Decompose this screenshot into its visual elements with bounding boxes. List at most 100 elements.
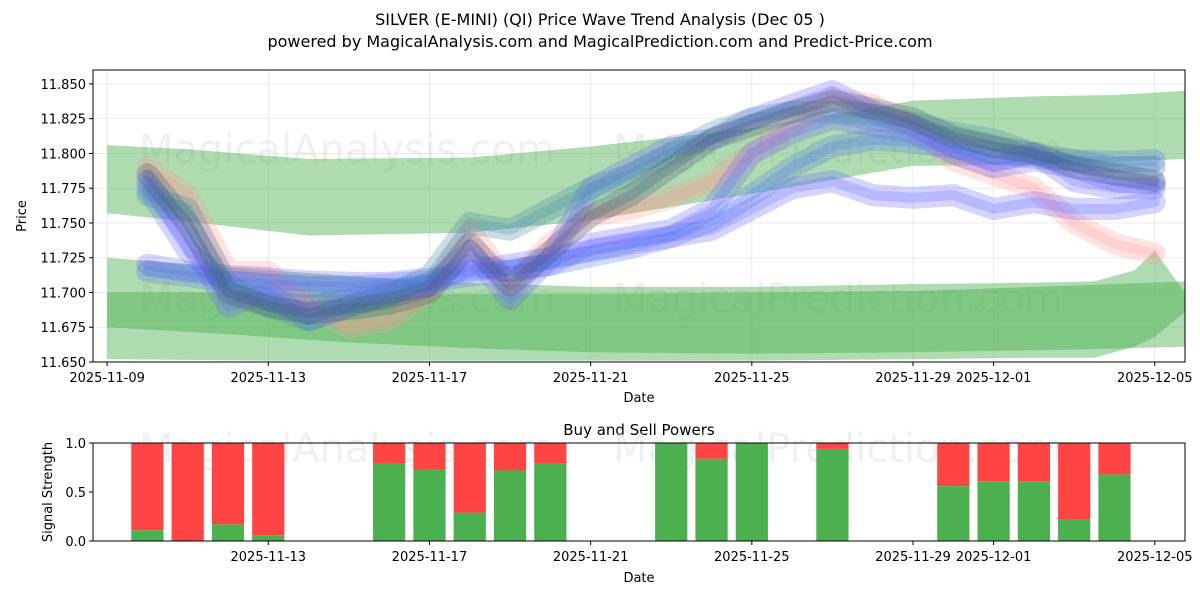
buy-bar [453, 512, 486, 541]
x-tick-label: 2025-11-13 [231, 371, 307, 386]
watermark-prediction: MagicalPrediction.com [613, 127, 1063, 173]
trend-band [107, 90, 1186, 236]
y-tick-label: 11.675 [41, 321, 87, 336]
x-tick-label: 2025-11-29 [875, 371, 951, 386]
buy-bar [1098, 474, 1131, 541]
buy-bar [413, 469, 446, 541]
x-tick-label: 2025-11-17 [392, 550, 468, 565]
price-x-axis-label: Date [623, 391, 654, 406]
wave-line [136, 100, 1166, 332]
trend-band [107, 250, 1186, 361]
wave-line-core [142, 92, 1160, 333]
x-tick-label: 2025-11-21 [553, 550, 629, 565]
buy-bar [1058, 519, 1091, 541]
y-tick-label: 11.800 [41, 147, 87, 162]
sell-bar [131, 443, 164, 531]
sell-bar [493, 443, 527, 471]
y-tick-label: 0.0 [65, 535, 86, 550]
signal-title: Buy and Sell Powers [563, 421, 715, 439]
sell-bar [977, 443, 1010, 482]
wave-line [136, 170, 1166, 294]
y-tick-label: 0.5 [65, 486, 86, 501]
wave-line [136, 79, 1166, 332]
buy-bar [252, 535, 285, 541]
wave-line [136, 128, 1166, 298]
signal-panel: Buy and Sell Powers MagicalAnalysis.com … [41, 421, 1193, 586]
buy-bar [816, 448, 849, 541]
y-tick-label: 11.775 [41, 182, 87, 197]
wave-line-core [142, 85, 1160, 326]
sell-bar [534, 443, 567, 464]
wave-line-core [142, 113, 1160, 312]
sell-bar [171, 443, 204, 541]
y-tick-label: 11.750 [41, 217, 87, 232]
price-y-axis-label: Price [15, 200, 30, 232]
x-tick-label: 2025-11-25 [714, 371, 790, 386]
x-tick-label: 2025-11-29 [875, 550, 951, 565]
y-tick-label: 11.850 [41, 78, 87, 93]
x-tick-label: 2025-11-25 [714, 550, 790, 565]
sell-bar [413, 443, 446, 470]
watermark-prediction: MagicalPrediction.com [613, 276, 1063, 322]
buy-bar [937, 486, 970, 541]
sell-bar [211, 443, 245, 525]
sell-bar [453, 443, 486, 513]
watermark-analysis: MagicalAnalysis.com [139, 276, 555, 322]
price-panel: MagicalAnalysis.com MagicalPrediction.co… [15, 69, 1193, 406]
sell-bar [816, 443, 849, 449]
buy-bar [1017, 481, 1051, 541]
trend-bands [107, 90, 1186, 361]
wave-line-core [142, 176, 1160, 288]
y-tick-label: 11.650 [41, 356, 87, 371]
wave-line-core [142, 106, 1160, 326]
price-y-ticks: 11.650 11.675 11.700 11.725 11.750 11.775 11.8… [41, 78, 93, 371]
sell-bar [1017, 443, 1051, 482]
signal-x-ticks: 2025-11-13 2025-11-17 2025-11-21 2025-11-25… [231, 541, 1193, 565]
wave-line [136, 86, 1166, 339]
buy-bar [977, 481, 1010, 541]
y-tick-label: 11.725 [41, 252, 87, 267]
price-axes-frame [92, 69, 1186, 363]
x-tick-label: 2025-12-05 [1117, 371, 1193, 386]
buy-bar [695, 458, 728, 541]
chart-subtitle: powered by MagicalAnalysis.com and Magic… [267, 32, 932, 51]
sell-bar [1058, 443, 1091, 520]
watermark-analysis: MagicalAnalysis.com [139, 127, 555, 173]
buy-bar [373, 463, 406, 541]
x-tick-label: 2025-11-17 [392, 371, 468, 386]
sell-bar [373, 443, 406, 464]
signal-y-axis-label: Signal Strength [41, 442, 56, 542]
sell-bar [695, 443, 728, 459]
sell-bar [937, 443, 970, 487]
x-tick-label: 2025-11-13 [231, 550, 307, 565]
wave-series [136, 79, 1166, 339]
buy-bar [735, 443, 768, 541]
signal-y-ticks: 0.0 0.5 1.0 [65, 437, 93, 550]
wave-line [136, 107, 1166, 318]
buy-bar [655, 443, 688, 541]
wave-line-core [142, 95, 1160, 319]
x-tick-label: 2025-12-01 [956, 371, 1032, 386]
signal-x-axis-label: Date [623, 571, 654, 586]
x-tick-label: 2025-11-21 [553, 371, 629, 386]
y-tick-label: 11.825 [41, 113, 87, 128]
buy-bar [131, 530, 164, 541]
x-tick-label: 2025-12-01 [956, 550, 1032, 565]
sell-bar [252, 443, 285, 536]
price-x-ticks: 2025-11-09 2025-11-13 2025-11-17 2025-11-21… [69, 362, 1193, 386]
trend-band [107, 281, 1186, 354]
sell-bar [1098, 443, 1131, 475]
buy-bar [211, 524, 245, 541]
x-tick-label: 2025-11-09 [69, 371, 145, 386]
wave-line [136, 89, 1166, 325]
buy-bar [534, 463, 567, 541]
buy-bar [493, 470, 527, 541]
wave-line-core [142, 134, 1160, 292]
chart-title: SILVER (E-MINI) (QI) Price Wave Trend An… [375, 10, 825, 29]
y-tick-label: 1.0 [65, 437, 86, 452]
y-tick-label: 11.700 [41, 286, 87, 301]
price-grid [93, 70, 1185, 363]
signal-bars [131, 443, 1131, 541]
price-watermarks: MagicalAnalysis.com MagicalPrediction.co… [139, 127, 1063, 322]
